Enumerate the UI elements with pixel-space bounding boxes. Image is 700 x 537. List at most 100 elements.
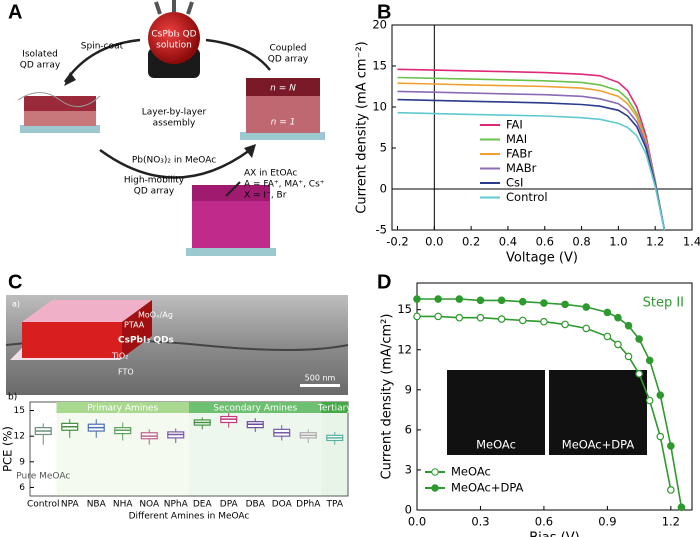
series-line — [397, 90, 666, 231]
center-label: assembly — [153, 119, 196, 129]
panel-labels: A B C D — [8, 1, 391, 293]
x-tick-label: 0.0 — [408, 515, 426, 529]
data-point — [518, 297, 527, 306]
data-point — [635, 369, 643, 378]
y-axis-label: PCE (%) — [1, 426, 15, 472]
data-point — [614, 340, 622, 349]
legend-label: FAI — [506, 118, 523, 132]
layer-label: n = 1 — [271, 118, 296, 128]
y-axis-label: Current density (mA cm⁻²) — [355, 41, 370, 213]
data-point — [667, 442, 675, 450]
panel-a-art — [17, 0, 325, 256]
data-point — [518, 316, 527, 325]
legend-label: MAI — [506, 132, 527, 146]
arrow-label: Pb(NO₃)₂ in MeOAc — [132, 156, 216, 166]
data-point — [635, 335, 643, 343]
x-axis-label: Voltage (V) — [506, 251, 578, 266]
x-axis-label: Different Amines in MeOAc — [129, 512, 250, 522]
y-tick-label: 12 — [14, 432, 25, 442]
legend-marker — [431, 468, 439, 476]
data-point — [455, 295, 464, 303]
x-tick-label: NOA — [139, 500, 160, 510]
layer-label: MoOₓ/Ag — [138, 311, 173, 320]
x-tick-label: 0.4 — [499, 235, 517, 249]
x-tick-label: DPA — [220, 500, 239, 510]
x-tick-label: NBA — [87, 500, 107, 510]
stage-label: QD array — [268, 55, 309, 65]
group-label: Secondary Amines — [213, 404, 297, 414]
layer-label: TiO₂ — [111, 352, 128, 361]
y-tick-label: 15 — [14, 406, 25, 416]
legend-label: MeOAc+DPA — [451, 481, 524, 495]
stage-label: High-mobility — [124, 176, 185, 186]
x-tick-label: 1.2 — [662, 515, 680, 529]
center-label: Layer-by-layer — [142, 108, 207, 118]
arrow-label: Spin-coat — [81, 42, 124, 52]
data-point — [614, 313, 622, 322]
y-tick-label: 6 — [19, 483, 25, 493]
sublabel: a) — [12, 300, 20, 309]
series-line — [397, 68, 666, 231]
x-axis-label: Bias (V) — [529, 531, 579, 537]
x-tick-label: 0.8 — [572, 235, 590, 249]
data-point — [413, 312, 421, 321]
x-tick-label: DPhA — [296, 500, 321, 510]
x-tick-label: DBA — [246, 500, 266, 510]
inset-image — [549, 370, 647, 455]
y-tick-label: 10 — [372, 100, 387, 114]
flask-label: solution — [156, 41, 192, 51]
data-point — [645, 356, 654, 365]
plot-frame — [391, 24, 693, 231]
data-point — [656, 391, 665, 399]
y-tick-label: 12 — [397, 342, 412, 356]
x-tick-label: 0.6 — [536, 235, 554, 249]
legend-label: MeOAc — [451, 465, 491, 479]
series-line — [397, 98, 666, 231]
x-tick-label: TPA — [325, 500, 343, 510]
y-tick-label: 9 — [19, 457, 25, 467]
inset-label: MeOAc+DPA — [562, 438, 635, 452]
annotation: Step II — [643, 296, 684, 311]
y-tick-label: 15 — [372, 59, 387, 73]
x-tick-label: NPhA — [164, 500, 189, 510]
data-point — [497, 315, 506, 323]
data-point — [497, 296, 506, 305]
note: Pure MeOAc — [16, 472, 70, 482]
group-band — [56, 402, 189, 413]
group-band — [189, 402, 322, 413]
x-tick-label: 1.0 — [609, 235, 627, 249]
data-point — [582, 303, 591, 311]
x-tick-label: 0.3 — [471, 515, 489, 529]
y-tick-label: 0 — [380, 182, 387, 196]
data-point — [540, 299, 548, 307]
y-tick-label: 6 — [405, 422, 412, 436]
data-point — [656, 432, 665, 441]
data-point — [455, 313, 464, 322]
flask-label: CsPbI₃ QD — [151, 30, 196, 40]
group-shade — [321, 413, 348, 496]
y-tick-label: 3 — [405, 462, 412, 476]
data-point — [540, 317, 548, 326]
series-line — [417, 315, 672, 491]
data-point — [476, 296, 485, 305]
group-label: Tertiary — [317, 404, 352, 414]
x-tick-label: 0.0 — [425, 235, 443, 249]
ax-label: X = I⁻, Br — [244, 191, 287, 201]
data-point — [561, 320, 569, 329]
data-point — [603, 308, 612, 317]
layer-label: PTAA — [124, 321, 145, 330]
inset-image — [447, 370, 545, 455]
x-tick-label: 1.4 — [683, 235, 700, 249]
data-point — [624, 352, 633, 361]
x-tick-label: DEA — [193, 500, 213, 510]
data-point — [434, 312, 442, 321]
scale-bar-label: 500 nm — [305, 374, 336, 383]
x-tick-label: 0.9 — [598, 515, 616, 529]
ax-label: A = FA⁺, MA⁺, Cs⁺ — [244, 180, 325, 190]
data-point — [624, 321, 633, 330]
group-label: Primary Amines — [87, 404, 158, 414]
legend-label: FABr — [506, 147, 532, 161]
x-tick-label: -0.2 — [386, 235, 408, 249]
x-tick-label: 1.2 — [646, 235, 664, 249]
